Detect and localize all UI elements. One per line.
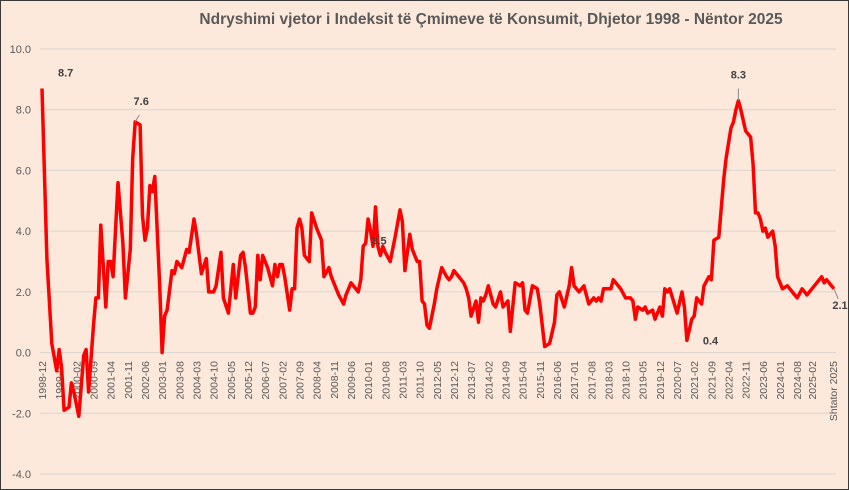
x-tick-label: 2023-06 xyxy=(758,361,770,400)
x-tick-label: 2020-07 xyxy=(672,361,684,400)
x-tick-label: 2010-08 xyxy=(380,361,392,400)
x-tick-label: 2010-01 xyxy=(363,361,375,400)
x-tick-label: 2004-10 xyxy=(209,361,221,400)
x-tick-label: 2017-01 xyxy=(569,361,581,400)
x-tick-label: 2022-04 xyxy=(724,361,736,400)
data-label: 0.4 xyxy=(703,335,719,347)
x-tick-label: 2016-06 xyxy=(552,361,564,400)
x-tick-label: 2003-01 xyxy=(157,361,169,400)
x-tick-label: 2012-12 xyxy=(449,361,461,400)
x-tick-label: Shtator 2025 xyxy=(828,361,840,421)
x-tick-label: 2017-08 xyxy=(586,361,598,400)
y-tick-label: 0.0 xyxy=(16,348,31,360)
x-tick-label: 2024-01 xyxy=(775,361,787,400)
x-tick-label: 2006-07 xyxy=(260,361,272,400)
data-label: 8.7 xyxy=(58,67,73,79)
x-tick-label: 2004-03 xyxy=(191,361,203,400)
data-label: 8.3 xyxy=(731,70,746,82)
annotation-leader-line xyxy=(134,114,140,123)
x-tick-label: 2015-11 xyxy=(535,361,547,399)
x-tick-label: 2001-11 xyxy=(123,361,135,399)
x-tick-label: 2009-06 xyxy=(346,361,358,400)
x-tick-label: 2015-04 xyxy=(518,361,530,400)
x-tick-label: 2007-02 xyxy=(277,361,289,400)
annotation-leader-line xyxy=(833,288,839,300)
x-tick-label: 2014-09 xyxy=(500,361,512,400)
x-tick-label: 2005-12 xyxy=(243,361,255,400)
x-tick-label: 2013-07 xyxy=(466,361,478,400)
x-tick-label: 2001-04 xyxy=(106,361,118,400)
x-tick-label: 2021-02 xyxy=(689,361,701,400)
x-tick-label: 2014-02 xyxy=(483,361,495,400)
x-tick-label: 2019-12 xyxy=(655,361,667,400)
y-tick-label: 4.0 xyxy=(16,226,31,238)
data-label: 3.5 xyxy=(371,235,386,247)
y-tick-label: -2.0 xyxy=(12,408,31,420)
y-tick-label: 8.0 xyxy=(16,105,31,117)
chart-title: Ndryshimi vjetor i Indeksit të Çmimeve t… xyxy=(199,11,783,28)
x-tick-label: 2008-11 xyxy=(329,361,341,399)
x-tick-label: 2003-08 xyxy=(174,361,186,400)
y-tick-label: 6.0 xyxy=(16,165,31,177)
data-label: 2.1 xyxy=(832,300,847,312)
x-tick-label: 2019-05 xyxy=(638,361,650,400)
x-tick-label: 2024-08 xyxy=(792,361,804,400)
x-tick-label: 2008-04 xyxy=(312,361,324,400)
x-tick-label: 2007-09 xyxy=(294,361,306,400)
x-tick-label: 2021-09 xyxy=(706,361,718,400)
y-tick-label: 2.0 xyxy=(16,287,31,299)
data-label: 7.6 xyxy=(134,96,149,108)
y-tick-label: 10.0 xyxy=(10,44,31,56)
x-tick-label: 2011-10 xyxy=(415,361,427,399)
y-tick-label: -4.0 xyxy=(12,469,31,481)
x-tick-label: 2018-03 xyxy=(603,361,615,400)
x-tick-label: 2011-03 xyxy=(397,361,409,399)
x-tick-label: 2002-06 xyxy=(140,361,152,400)
x-tick-label: 2005-05 xyxy=(226,361,238,400)
x-tick-label: 2018-10 xyxy=(621,361,633,400)
x-tick-label: 2025-02 xyxy=(807,361,819,400)
x-tick-label: 1998-12 xyxy=(37,361,49,400)
x-tick-label: 2022-11 xyxy=(741,361,753,399)
x-tick-label: 2012-05 xyxy=(432,361,444,400)
